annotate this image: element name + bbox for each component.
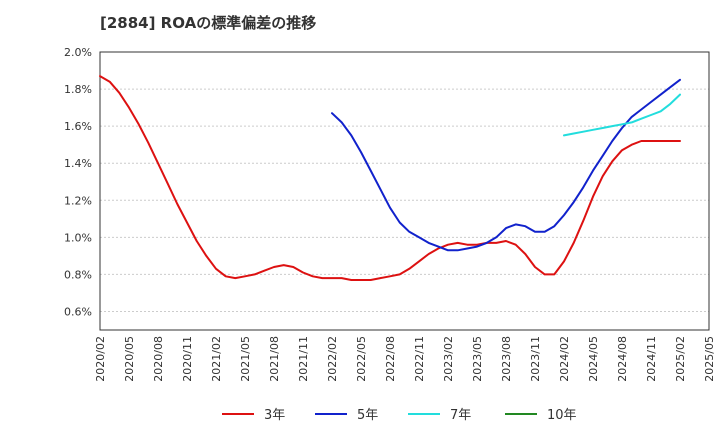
x-tick-label: 2021/08 [268, 336, 281, 382]
x-tick-label: 2023/11 [529, 336, 542, 382]
x-tick-label: 2022/02 [326, 336, 339, 382]
series-line-2 [331, 78, 681, 252]
x-tick-label: 2022/05 [355, 336, 368, 382]
x-tick-label: 2025/02 [674, 336, 687, 382]
x-tick-label: 2022/08 [384, 336, 397, 382]
y-tick-label: 0.8% [64, 268, 92, 281]
plot-frame [99, 51, 710, 331]
y-tick-label: 1.8% [64, 83, 92, 96]
x-tick-label: 2020/02 [94, 336, 107, 382]
x-tick-label: 2023/02 [442, 336, 455, 382]
y-tick-label: 1.6% [64, 120, 92, 133]
x-tick-label: 2024/05 [587, 336, 600, 382]
x-tick-label: 2024/11 [645, 336, 658, 382]
y-tick-label: 2.0% [64, 46, 92, 59]
legend-label-1: 3年 [264, 408, 285, 423]
x-tick-label: 2021/11 [297, 336, 310, 382]
y-tick-label: 1.2% [64, 194, 92, 207]
series-line-3 [563, 93, 681, 137]
x-tick-label: 2020/05 [123, 336, 136, 382]
x-tick-label: 2020/11 [181, 336, 194, 382]
x-tick-label: 2024/08 [616, 336, 629, 382]
x-tick-label: 2022/11 [413, 336, 426, 382]
x-tick-label: 2023/05 [471, 336, 484, 382]
x-tick-label: 2021/02 [210, 336, 223, 382]
x-tick-label: 2021/05 [239, 336, 252, 382]
x-tick-label: 2025/05 [703, 336, 716, 382]
y-tick-label: 1.0% [64, 231, 92, 244]
x-tick-label: 2023/08 [500, 336, 513, 382]
chart-title: [2884] ROAの標準偏差の推移 [100, 14, 317, 32]
series-line-1 [99, 75, 681, 281]
legend-label-2: 5年 [357, 408, 378, 423]
x-tick-label: 2024/02 [558, 336, 571, 382]
x-tick-label: 2020/08 [152, 336, 165, 382]
y-tick-label: 1.4% [64, 157, 92, 170]
legend-label-3: 7年 [450, 408, 471, 423]
legend-label-4: 10年 [547, 408, 577, 423]
y-tick-label: 0.6% [64, 305, 92, 318]
